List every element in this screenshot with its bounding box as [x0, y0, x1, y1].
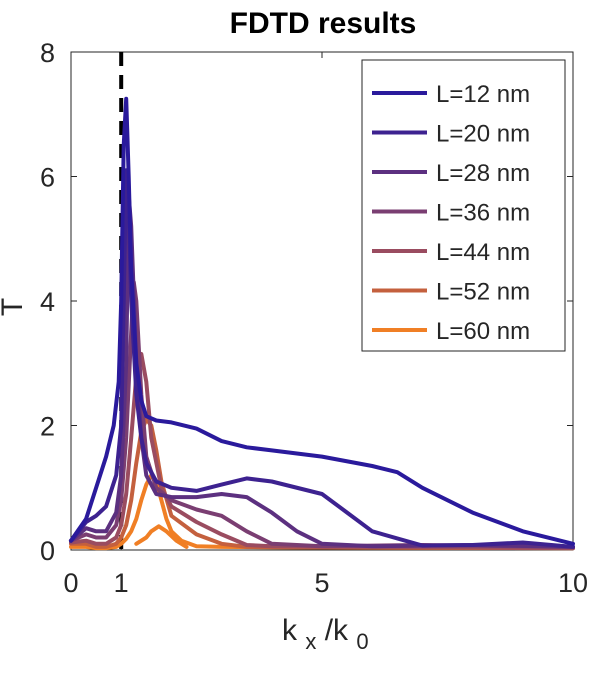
- y-tick-label: 4: [40, 287, 55, 317]
- legend: L=12 nm L=20 nm L=28 nm L=36 nm L=44 nm L=52 …: [361, 59, 566, 352]
- series-line-l-60-secondary: [134, 524, 189, 549]
- legend-label: L=44 nm: [436, 239, 530, 266]
- svg-text:k x /k 0: k x /k 0: [282, 614, 369, 656]
- x-tick-label: 1: [114, 568, 129, 598]
- legend-label: L=20 nm: [436, 121, 530, 148]
- x-label-sub2: 0: [356, 629, 368, 654]
- x-tick-label: 10: [558, 568, 588, 598]
- legend-box: [361, 59, 566, 352]
- legend-label: L=52 nm: [436, 279, 530, 306]
- legend-label: L=60 nm: [436, 318, 530, 345]
- legend-label: L=12 nm: [436, 81, 530, 108]
- x-tick-label: 0: [63, 568, 78, 598]
- x-label-sub1: x: [305, 629, 316, 654]
- y-tick-label: 8: [40, 38, 55, 68]
- y-tick-label: 0: [40, 536, 55, 566]
- tick-labels: 0 1 5 10 0 2 4 6 8: [40, 38, 588, 598]
- series-line-l-44-nm: [69, 351, 575, 551]
- x-axis-label: k x /k 0: [282, 614, 369, 656]
- y-axis-label: T: [0, 298, 29, 316]
- series-line-l-20-nm: [69, 168, 575, 549]
- x-label-mid: /k: [325, 614, 349, 647]
- series-line-l-12-nm: [69, 96, 575, 546]
- series-group: [69, 96, 575, 551]
- y-tick-label: 2: [40, 412, 55, 442]
- x-tick-label: 5: [314, 568, 329, 598]
- legend-label: L=28 nm: [436, 160, 530, 187]
- x-label-main: k: [282, 614, 298, 647]
- y-tick-label: 6: [40, 163, 55, 193]
- legend-label: L=36 nm: [436, 200, 530, 227]
- chart-title: FDTD results: [230, 7, 417, 40]
- series-line-l-28-nm: [69, 193, 575, 549]
